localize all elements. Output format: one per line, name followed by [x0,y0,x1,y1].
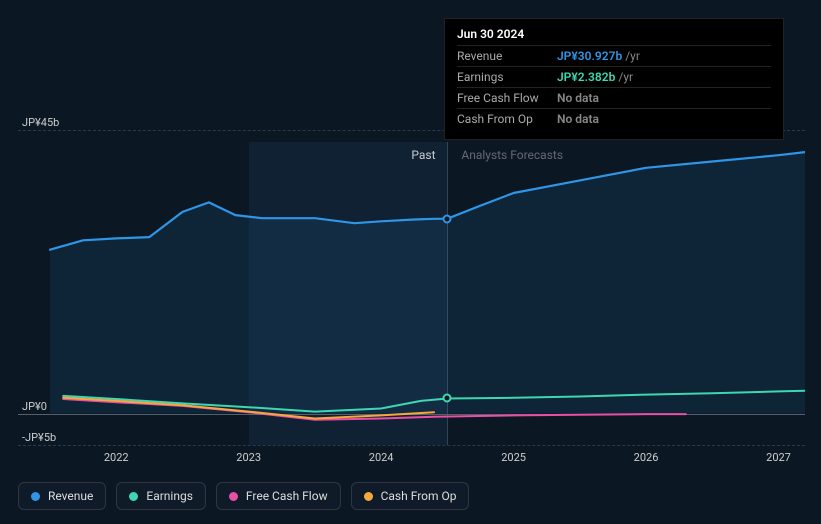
legend-dot [31,492,40,501]
y-axis-label: JP¥0 [22,400,47,413]
tooltip-row-label: Earnings [457,70,557,84]
x-axis-label: 2022 [104,451,129,464]
y-axis-label: JP¥45b [22,116,59,129]
y-axis-label: -JP¥5b [22,431,56,444]
data-marker [443,214,452,223]
tooltip-row: EarningsJP¥2.382b/yr [457,66,771,87]
data-marker [443,394,452,403]
tooltip-row: RevenueJP¥30.927b/yr [457,45,771,66]
x-axis-label: 2026 [634,451,659,464]
legend-item-free-cash-flow[interactable]: Free Cash Flow [216,482,341,510]
legend-label: Earnings [146,489,193,503]
chart-legend: Revenue Earnings Free Cash Flow Cash From O… [18,482,469,510]
x-axis-label: 2025 [501,451,526,464]
legend-dot [129,492,138,501]
tooltip-row-value: No data [557,91,599,105]
tooltip-row-label: Cash From Op [457,112,557,126]
tooltip-row-value: JP¥30.927b [557,49,622,63]
tooltip-row-label: Revenue [457,49,557,63]
section-label-forecast: Analysts Forecasts [461,148,563,162]
x-axis-label: 2027 [766,451,791,464]
legend-dot [364,492,373,501]
tooltip-row: Cash From OpNo data [457,108,771,129]
x-axis-label: 2024 [369,451,394,464]
legend-label: Cash From Op [381,489,457,503]
tooltip-row-value: No data [557,112,599,126]
tooltip-row-unit: /yr [625,49,640,63]
legend-label: Revenue [48,489,93,503]
legend-item-revenue[interactable]: Revenue [18,482,106,510]
tooltip-row-value: JP¥2.382b [557,70,615,84]
tooltip-row: Free Cash FlowNo data [457,87,771,108]
legend-label: Free Cash Flow [246,489,328,503]
section-label-past: Past [411,148,435,162]
hover-tooltip: Jun 30 2024 RevenueJP¥30.927b/yrEarnings… [444,18,784,140]
x-axis-label: 2023 [236,451,261,464]
legend-item-cash-from-op[interactable]: Cash From Op [351,482,470,510]
legend-item-earnings[interactable]: Earnings [116,482,206,510]
legend-dot [229,492,238,501]
tooltip-row-label: Free Cash Flow [457,91,557,105]
tooltip-row-unit: /yr [618,70,633,84]
tooltip-date: Jun 30 2024 [457,27,771,41]
